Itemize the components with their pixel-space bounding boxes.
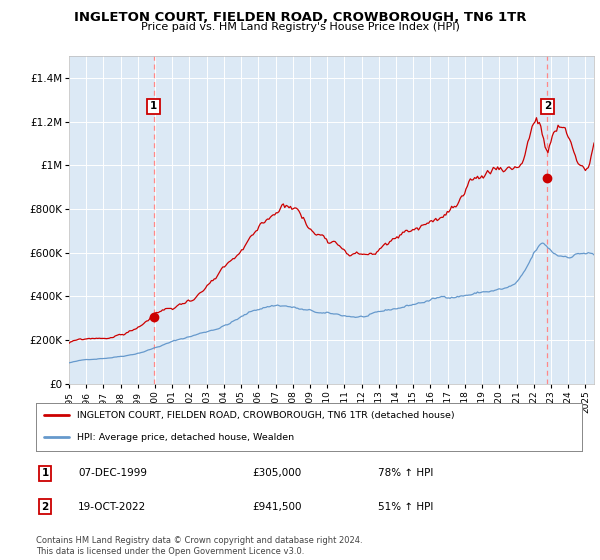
Text: 07-DEC-1999: 07-DEC-1999 [78, 468, 147, 478]
Text: £941,500: £941,500 [252, 502, 302, 512]
Text: 19-OCT-2022: 19-OCT-2022 [78, 502, 146, 512]
Text: 1: 1 [150, 101, 157, 111]
Text: 78% ↑ HPI: 78% ↑ HPI [378, 468, 433, 478]
Text: INGLETON COURT, FIELDEN ROAD, CROWBOROUGH, TN6 1TR: INGLETON COURT, FIELDEN ROAD, CROWBOROUG… [74, 11, 526, 24]
Text: 1: 1 [41, 468, 49, 478]
Text: INGLETON COURT, FIELDEN ROAD, CROWBOROUGH, TN6 1TR (detached house): INGLETON COURT, FIELDEN ROAD, CROWBOROUG… [77, 410, 455, 419]
Text: HPI: Average price, detached house, Wealden: HPI: Average price, detached house, Weal… [77, 433, 294, 442]
Text: £305,000: £305,000 [252, 468, 301, 478]
Text: 2: 2 [544, 101, 551, 111]
Text: Price paid vs. HM Land Registry's House Price Index (HPI): Price paid vs. HM Land Registry's House … [140, 22, 460, 32]
Text: Contains HM Land Registry data © Crown copyright and database right 2024.
This d: Contains HM Land Registry data © Crown c… [36, 536, 362, 556]
Text: 2: 2 [41, 502, 49, 512]
Text: 51% ↑ HPI: 51% ↑ HPI [378, 502, 433, 512]
